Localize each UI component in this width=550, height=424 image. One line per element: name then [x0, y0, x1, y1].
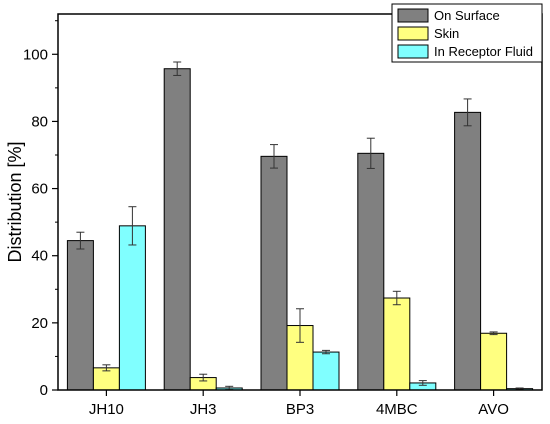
legend-label-2: In Receptor Fluid — [434, 44, 533, 59]
x-tick-label-jh3: JH3 — [190, 401, 217, 418]
y-tick-label-20: 20 — [31, 315, 48, 332]
bar-avo-1 — [480, 332, 508, 391]
error-bars-layer — [76, 61, 524, 391]
legend-label-0: On Surface — [434, 8, 500, 23]
x-tick-label-jh10: JH10 — [89, 401, 124, 418]
x-tick-label-avo: AVO — [478, 401, 509, 418]
legend-swatch-2 — [397, 44, 429, 59]
y-tick-label-0: 0 — [40, 382, 48, 399]
y-tick-label-80: 80 — [31, 113, 48, 130]
bar-4mbc-1 — [383, 297, 411, 391]
legend-label-1: Skin — [434, 26, 459, 41]
y-tick-label-60: 60 — [31, 181, 48, 198]
bar-bp3-0 — [260, 155, 288, 391]
legend-swatch-0 — [397, 8, 429, 23]
bar-jh10-0 — [66, 240, 94, 391]
y-axis-title: Distribution [%] — [5, 141, 25, 262]
x-tick-label-bp3: BP3 — [286, 401, 314, 418]
legend: On Surface Skin In Receptor Fluid — [391, 3, 543, 63]
bar-4mbc-0 — [357, 152, 385, 391]
bars-layer — [66, 68, 534, 391]
y-axis: 0 20 40 60 80 100 — [23, 20, 58, 399]
x-axis: JH10 JH3 BP3 4MBC AVO — [89, 390, 509, 418]
bar-avo-0 — [454, 111, 482, 391]
bar-jh3-0 — [163, 68, 191, 391]
bar-jh10-2 — [118, 225, 146, 391]
bar-bp3-2 — [312, 351, 340, 391]
y-tick-label-40: 40 — [31, 248, 48, 265]
legend-swatch-1 — [397, 26, 429, 41]
x-tick-label-4mbc: 4MBC — [376, 401, 418, 418]
y-tick-label-100: 100 — [23, 46, 48, 63]
